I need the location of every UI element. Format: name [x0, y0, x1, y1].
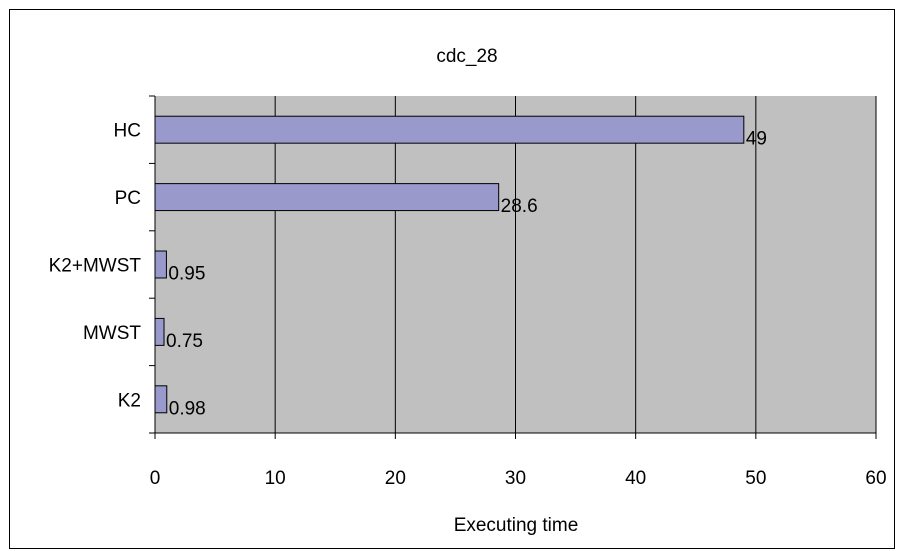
x-tick-label: 20 [385, 468, 406, 489]
x-tick-label: 0 [150, 468, 161, 489]
data-label: 0.95 [168, 264, 205, 285]
x-tick-label: 30 [505, 468, 526, 489]
y-tick-label: HC [114, 121, 141, 142]
chart-title: cdc_28 [436, 46, 497, 67]
data-label: 28.6 [501, 196, 538, 217]
y-tick-label: K2 [118, 390, 141, 411]
bar [154, 183, 500, 212]
x-tick-labels: 0 10 20 30 40 50 60 [150, 468, 887, 489]
bars [154, 115, 745, 414]
y-tick-label: K2+MWST [49, 256, 142, 277]
x-tick-label: 10 [265, 468, 286, 489]
y-tick-labels: HC PC K2+MWST MWST K2 [49, 121, 142, 412]
bar [154, 250, 167, 279]
data-labels: 49 28.6 0.95 0.75 0.98 [166, 129, 767, 420]
x-axis-title: Executing time [454, 515, 579, 536]
data-label: 0.98 [169, 398, 206, 419]
bar [154, 115, 745, 144]
bar [154, 385, 168, 414]
x-tick-label: 40 [625, 468, 646, 489]
axes [149, 95, 877, 439]
bar [154, 317, 165, 346]
x-tick-label: 50 [745, 468, 766, 489]
y-tick-label: PC [115, 188, 141, 209]
data-label: 0.75 [166, 331, 203, 352]
gridlines [274, 96, 877, 433]
data-label: 49 [746, 129, 767, 150]
x-tick-label: 60 [865, 468, 886, 489]
y-tick-label: MWST [83, 323, 141, 344]
